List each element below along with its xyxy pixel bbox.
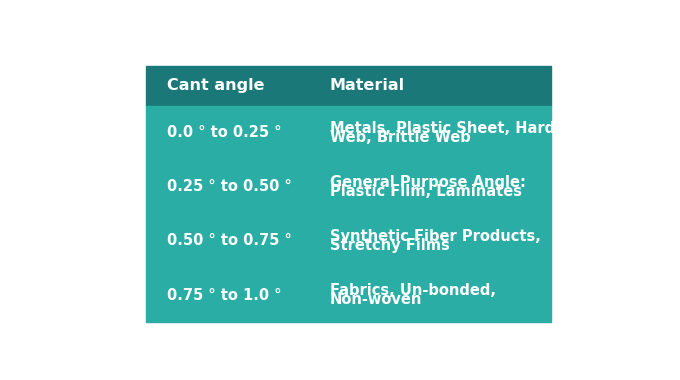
Text: Web, Brittle Web: Web, Brittle Web: [330, 130, 471, 145]
Text: Plastic Film, Laminates: Plastic Film, Laminates: [330, 184, 522, 199]
Text: Non-woven: Non-woven: [330, 292, 422, 307]
Text: 0.75 ° to 1.0 °: 0.75 ° to 1.0 °: [167, 288, 282, 302]
Text: Cant angle: Cant angle: [167, 78, 265, 93]
Text: 0.0 ° to 0.25 °: 0.0 ° to 0.25 °: [167, 125, 282, 140]
Text: Material: Material: [330, 78, 405, 93]
Text: Synthetic Fiber Products,: Synthetic Fiber Products,: [330, 229, 541, 244]
Bar: [146, 106, 551, 322]
Text: General Purpose Angle:: General Purpose Angle:: [330, 175, 526, 190]
Text: Fabrics, Un-bonded,: Fabrics, Un-bonded,: [330, 283, 496, 298]
Text: 0.25 ° to 0.50 °: 0.25 ° to 0.50 °: [167, 179, 292, 195]
Text: 0.50 ° to 0.75 °: 0.50 ° to 0.75 °: [167, 233, 292, 249]
Text: Metals, Plastic Sheet, Hard: Metals, Plastic Sheet, Hard: [330, 120, 555, 136]
Bar: [146, 66, 551, 106]
Text: Stretchy Films: Stretchy Films: [330, 238, 449, 253]
